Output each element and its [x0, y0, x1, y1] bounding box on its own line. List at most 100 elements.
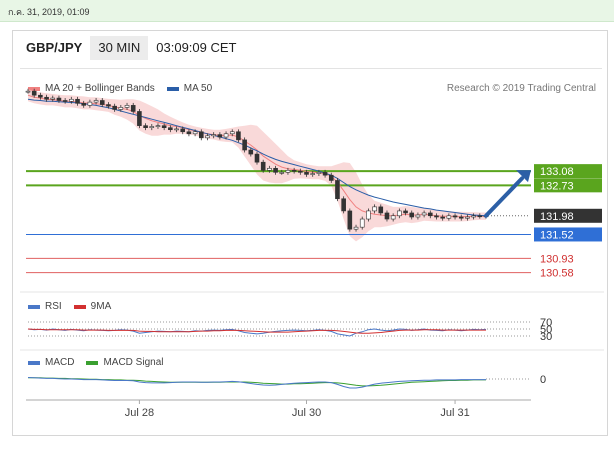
candle-body: [161, 125, 167, 128]
header-divider: [20, 68, 602, 69]
rsi-tick-70: 70: [540, 317, 552, 329]
symbol-label[interactable]: GBP/JPY: [26, 40, 83, 55]
candle-body: [452, 215, 458, 218]
timeframe-button[interactable]: 30 MIN: [90, 36, 149, 60]
candle-body: [118, 107, 124, 110]
candle-body: [168, 127, 173, 131]
main-legend: MA 20 + Bollinger Bands MA 50: [28, 83, 212, 94]
candle-body: [260, 161, 266, 171]
candle-body: [192, 131, 198, 135]
credit-label: Research © 2019 Trading Central: [446, 83, 596, 94]
candle-body: [186, 131, 192, 135]
last-price-label: 131.98: [540, 211, 574, 223]
candle-body: [31, 90, 37, 96]
legend-label-ma50: MA 50: [183, 83, 213, 94]
candle-body: [236, 131, 241, 141]
legend-label-ma20: MA 20 + Bollinger Bands: [45, 83, 155, 94]
candle-body: [273, 167, 278, 173]
candle-body: [434, 215, 439, 218]
macd-legend: MACD MACD Signal: [28, 357, 163, 368]
legend-9ma: 9MA: [73, 301, 111, 312]
candle-body: [267, 167, 272, 171]
x-tick-label: Jul 28: [125, 407, 154, 419]
rsi-tick-30: 30: [540, 331, 552, 343]
candle-body: [359, 218, 365, 228]
candle-body: [477, 215, 483, 218]
price-tag-131-52-label: 131.52: [540, 229, 574, 241]
level-label-130.93: 130.93: [540, 253, 574, 265]
candle-body: [198, 131, 204, 139]
price-candles: [25, 88, 489, 232]
candle-body: [335, 180, 340, 200]
candle-body: [242, 139, 247, 151]
candle-body: [415, 214, 421, 218]
candle-body: [75, 98, 80, 104]
candle-body: [471, 215, 476, 218]
candle-body: [347, 210, 353, 230]
legend-label-macd-signal: MACD Signal: [103, 357, 164, 368]
rsi-9ma-line: [27, 328, 486, 334]
candle-body: [298, 170, 303, 173]
candle-body: [440, 216, 445, 219]
price-tag-133-08-tag: [534, 164, 602, 179]
legend-macd: MACD: [28, 357, 74, 368]
candle-body: [155, 125, 161, 127]
candle-body: [446, 215, 452, 219]
candle-body: [174, 128, 179, 131]
candle-body: [69, 98, 74, 102]
candle-body: [254, 153, 260, 163]
candle-body: [211, 134, 216, 137]
legend-swatch-ma20: [28, 86, 40, 91]
rsi-tick-50: 50: [540, 324, 552, 336]
chart-header: GBP/JPY 30 MIN 03:09:09 CET: [20, 36, 244, 60]
candle-body: [285, 170, 291, 173]
candle-body: [99, 100, 105, 105]
legend-macd-signal: MACD Signal: [86, 357, 163, 368]
datestamp: ก.ค. 31, 2019, 01:09: [8, 7, 90, 17]
legend-swatch-rsi: [28, 304, 40, 309]
candle-body: [112, 105, 117, 110]
candle-body: [328, 174, 334, 181]
candle-body: [248, 149, 254, 155]
candle-body: [124, 105, 130, 108]
candle-body: [421, 212, 427, 216]
candle-body: [38, 94, 43, 98]
candle-body: [427, 212, 433, 217]
candle-body: [81, 103, 87, 106]
bollinger-band-area: [28, 89, 486, 242]
candle-body: [384, 212, 390, 220]
x-tick-label: Jul 31: [440, 407, 469, 419]
x-tick-label: Jul 30: [292, 407, 321, 419]
candle-body: [25, 90, 31, 93]
legend-label-rsi: RSI: [45, 301, 62, 312]
legend-swatch-9ma: [73, 304, 86, 309]
candle-body: [378, 206, 384, 214]
legend-swatch-macd: [28, 360, 40, 365]
candle-body: [353, 226, 359, 230]
legend-ma20: MA 20 + Bollinger Bands: [28, 83, 155, 94]
time-label: 03:09:09 CET: [156, 40, 237, 55]
price-tag-133-08-label: 133.08: [540, 166, 574, 178]
legend-rsi: RSI: [28, 301, 62, 312]
candle-body: [205, 135, 210, 139]
candle-body: [304, 172, 309, 175]
level-label-130.58: 130.58: [540, 268, 574, 280]
candle-body: [223, 133, 229, 138]
chart-panel: [12, 30, 608, 436]
legend-swatch-ma50: [166, 86, 179, 91]
legend-label-macd: MACD: [45, 357, 75, 368]
candle-body: [409, 212, 415, 218]
candle-body: [341, 198, 346, 212]
date-bar: ก.ค. 31, 2019, 01:09: [0, 0, 614, 22]
price-tag-132-73-tag: [534, 178, 602, 193]
candle-body: [93, 100, 99, 103]
candle-body: [44, 96, 49, 100]
macd-tick-0: 0: [540, 374, 546, 386]
candle-body: [50, 97, 56, 100]
price-tag-131-52-tag: [534, 227, 602, 242]
candle-body: [62, 100, 68, 102]
candle-body: [87, 101, 93, 106]
ma50-line: [27, 98, 487, 217]
candle-body: [180, 128, 186, 133]
